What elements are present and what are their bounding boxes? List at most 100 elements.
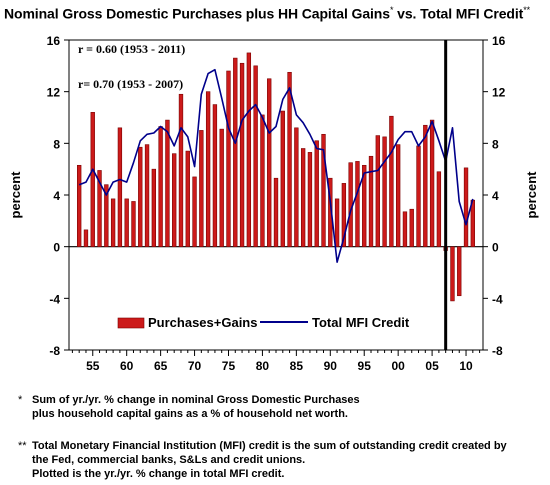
bar — [314, 140, 319, 247]
bar — [97, 170, 102, 247]
bar — [144, 144, 150, 247]
y-tick-label-left: 8 — [53, 137, 60, 151]
bar — [463, 167, 469, 247]
bar — [334, 198, 340, 247]
x-tick-label: 00 — [391, 359, 405, 373]
annotation-correlation-full: r = 0.60 (1953 - 2011) — [78, 42, 185, 56]
bar — [429, 119, 435, 247]
footnote-2-line-1: Total Monetary Financial Institution (MF… — [32, 440, 507, 452]
bar — [138, 146, 143, 247]
y-tick-label-left: 4 — [53, 189, 60, 203]
bar — [416, 145, 421, 247]
bar — [450, 246, 455, 302]
bar — [355, 161, 360, 247]
footnote-1: * Sum of yr./yr. % change in nominal Gros… — [18, 393, 360, 421]
bar — [199, 130, 204, 247]
bar — [300, 148, 306, 247]
x-tick-label: 80 — [256, 359, 270, 373]
y-tick-label-left: -8 — [49, 344, 60, 358]
x-tick-label: 05 — [425, 359, 439, 373]
bar — [423, 124, 428, 247]
chart-title: Nominal Gross Domestic Purchases plus HH… — [4, 5, 549, 22]
bar — [192, 176, 197, 247]
y-tick-label-right: 0 — [492, 241, 499, 255]
footnote-2-line-2: the Fed, commercial banks, S&Ls and cred… — [32, 454, 306, 466]
y-tick-label-right: 12 — [492, 86, 506, 100]
bar — [362, 164, 367, 247]
x-tick-label: 90 — [324, 359, 338, 373]
annotation-correlation-pre-2007: r= 0.70 (1953 - 2007) — [78, 77, 183, 91]
footnote-2: ** Total Monetary Financial Institution (… — [18, 439, 507, 481]
y-tick-label-right: -8 — [492, 344, 503, 358]
y-tick-label-right: 16 — [492, 34, 506, 48]
bar — [395, 144, 401, 247]
bar — [77, 164, 82, 247]
y-tick-label-left: -4 — [49, 292, 60, 306]
bar — [90, 112, 95, 247]
footnote-2-mark: ** — [18, 440, 27, 452]
bar — [83, 229, 89, 247]
bar — [287, 71, 292, 247]
bar — [124, 198, 129, 247]
bar — [219, 128, 224, 247]
x-tick-label: 70 — [188, 359, 202, 373]
bar — [375, 135, 380, 247]
bar — [165, 119, 170, 247]
bar — [402, 211, 408, 247]
y-tick-label-left: 12 — [47, 86, 61, 100]
x-tick-label: 55 — [86, 359, 100, 373]
y-axis-title-left: percent — [8, 171, 23, 219]
bar — [280, 110, 285, 247]
bar — [246, 52, 252, 247]
bar — [294, 127, 299, 247]
bar — [348, 162, 353, 247]
series-line-total-mfi-credit — [78, 68, 474, 264]
bar — [260, 114, 265, 247]
bar — [158, 126, 163, 247]
legend-label-line: Total MFI Credit — [312, 315, 410, 330]
x-tick-label: 65 — [154, 359, 168, 373]
footnote-1-line-2: plus household capital gains as a % of h… — [32, 408, 348, 420]
chart-title-main: Nominal Gross Domestic Purchases plus HH… — [4, 5, 390, 22]
legend-label-bars: Purchases+Gains — [148, 315, 257, 330]
y-tick-label-right: 4 — [492, 189, 499, 203]
bar — [178, 93, 184, 247]
y-tick-label-left: 0 — [53, 241, 60, 255]
x-tick-label: 10 — [459, 359, 473, 373]
bar — [470, 199, 475, 247]
bar — [110, 198, 116, 247]
bar — [233, 57, 238, 247]
legend-swatch-bars — [117, 317, 145, 329]
chart-title-mid: vs. Total MFI Credit — [393, 5, 524, 22]
x-tick-label: 75 — [222, 359, 236, 373]
chart-title-footnote-mark-2: ** — [523, 5, 531, 15]
x-tick-label: 60 — [120, 359, 134, 373]
bar — [267, 78, 272, 247]
bar — [457, 246, 462, 297]
y-tick-label-right: -4 — [492, 292, 503, 306]
bar — [436, 171, 442, 247]
bar — [205, 91, 211, 247]
footnote-1-mark: * — [18, 394, 23, 406]
bar — [389, 115, 394, 247]
y-tick-label-right: 8 — [492, 137, 499, 151]
bar — [185, 150, 190, 247]
footnote-1-line-1: Sum of yr./yr. % change in nominal Gross… — [32, 394, 360, 406]
bar — [239, 62, 245, 247]
chart-title-footnote-mark-1: * — [389, 5, 394, 15]
bar — [307, 152, 313, 247]
bar — [368, 155, 374, 247]
bar — [172, 153, 177, 247]
bar — [321, 133, 326, 247]
bar — [273, 177, 279, 247]
bar — [409, 208, 414, 247]
bar — [382, 136, 387, 247]
bar — [117, 127, 123, 247]
bar — [341, 183, 347, 247]
x-tick-label: 95 — [358, 359, 372, 373]
footnote-2-line-3: Plotted is the yr./yr. % change in total… — [32, 468, 285, 480]
bar — [226, 70, 231, 247]
y-tick-label-left: 16 — [47, 34, 61, 48]
x-tick-label: 85 — [290, 359, 304, 373]
